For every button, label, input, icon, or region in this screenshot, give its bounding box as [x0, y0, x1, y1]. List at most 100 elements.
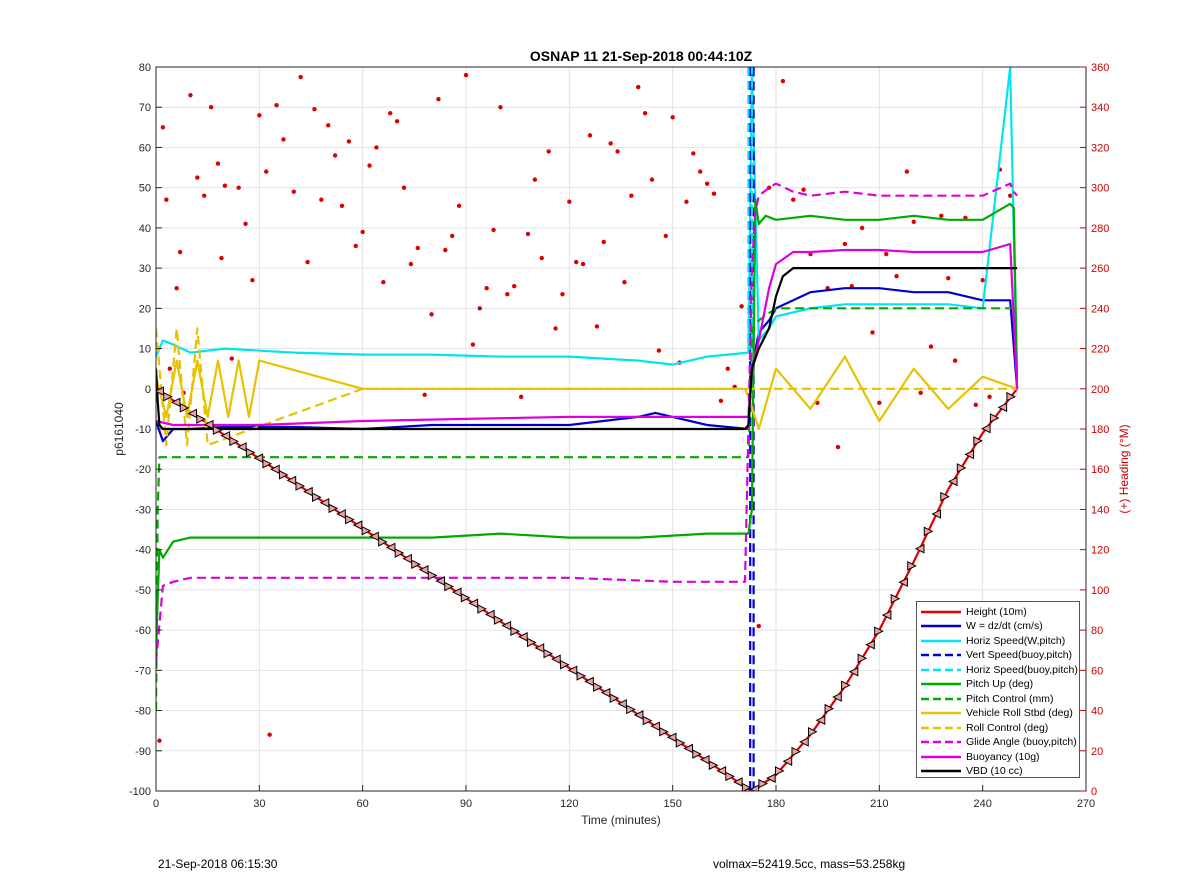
height-marker	[369, 531, 379, 542]
y-tick-label: -30	[135, 504, 151, 516]
height-marker	[526, 637, 537, 648]
y-tick-label: 70	[139, 102, 151, 114]
y2-tick-label: 20	[1091, 746, 1103, 758]
heading-point	[636, 84, 641, 90]
height-marker	[418, 564, 429, 575]
height-marker	[179, 403, 190, 413]
legend-label: Buoyancy (10g)	[966, 750, 1040, 763]
y2-tick-label: 320	[1091, 142, 1109, 154]
heading-point	[842, 241, 848, 247]
height-marker	[857, 653, 868, 664]
y-tick-label: -60	[135, 625, 151, 637]
series-line-4	[747, 67, 753, 350]
height-marker	[708, 760, 719, 771]
height-marker	[824, 703, 835, 714]
heading-point	[264, 169, 269, 174]
heading-point	[463, 72, 469, 78]
y-tick-label: -90	[135, 746, 151, 758]
height-marker	[278, 470, 289, 480]
heading-point	[684, 199, 689, 204]
heading-points	[157, 72, 1013, 743]
heading-point	[711, 191, 717, 196]
heading-point	[928, 344, 934, 349]
height-marker	[303, 486, 313, 497]
legend-swatch	[921, 726, 961, 729]
heading-point	[649, 177, 655, 182]
legend-swatch	[921, 740, 961, 744]
heading-point	[525, 231, 531, 237]
height-marker	[468, 598, 479, 609]
height-marker	[352, 520, 363, 530]
legend-item: Vert Speed(buoy,pitch)	[921, 649, 1072, 662]
height-marker	[914, 543, 925, 554]
y-tick-label: -10	[135, 424, 151, 436]
legend: Height (10m) W = dz/dt (cm/s) Horiz Speed(…	[916, 601, 1080, 778]
height-marker	[212, 425, 223, 436]
legend-swatch	[921, 610, 961, 613]
heading-point	[202, 193, 207, 198]
y2-tick-label: 220	[1091, 344, 1109, 356]
heading-point	[443, 247, 448, 253]
heading-point	[298, 74, 303, 80]
heading-point	[491, 227, 496, 233]
height-marker	[766, 773, 776, 783]
heading-point	[904, 169, 910, 174]
heading-point	[546, 149, 551, 154]
heading-point	[894, 273, 899, 279]
height-marker	[220, 430, 231, 441]
heading-point	[456, 203, 462, 208]
heading-point	[250, 277, 255, 283]
heading-point	[946, 275, 951, 281]
heading-point	[222, 183, 228, 188]
heading-point	[911, 219, 916, 225]
heading-point	[367, 163, 372, 168]
x-tick-label: 0	[153, 798, 159, 810]
height-marker	[378, 537, 388, 547]
legend-swatch	[921, 711, 961, 715]
legend-label: VBD (10 cc)	[966, 765, 1023, 777]
height-marker	[460, 592, 471, 603]
heading-point	[267, 732, 272, 737]
y-tick-label: 50	[139, 183, 151, 195]
height-marker	[741, 782, 752, 791]
y-axis-right: 0 20 40 60 80 100 120 140 160 180 200 220 240 260 280 3…	[1080, 62, 1109, 798]
heading-point	[312, 107, 317, 112]
x-tick-label: 210	[870, 798, 888, 810]
legend-item: Roll Control (deg)	[921, 721, 1048, 734]
heading-point	[518, 394, 524, 400]
y-tick-label: 60	[139, 142, 151, 154]
y-tick-label: -80	[135, 706, 151, 718]
height-marker	[286, 475, 297, 486]
x-tick-label: 180	[767, 798, 785, 810]
y2-tick-label: 40	[1091, 706, 1103, 718]
height-marker	[808, 726, 818, 737]
heading-point	[601, 239, 606, 245]
heading-point	[642, 111, 648, 116]
height-marker	[947, 476, 958, 487]
y-tick-label: -70	[135, 665, 151, 677]
series-line-1	[156, 287, 1019, 443]
height-marker	[477, 604, 487, 614]
legend-label: Pitch Up (deg)	[966, 678, 1034, 690]
y2-tick-label: 340	[1091, 102, 1109, 114]
legend-label: Glide Angle (buoy,pitch)	[966, 736, 1077, 748]
y-tick-label: -100	[129, 786, 151, 798]
height-marker	[666, 732, 677, 743]
height-marker	[336, 509, 346, 519]
series-line-11	[156, 267, 1018, 431]
heading-point	[477, 306, 482, 311]
height-marker	[617, 699, 627, 709]
y2-tick-label: 280	[1091, 223, 1109, 235]
heading-point	[539, 255, 544, 261]
y-tick-label: 40	[139, 223, 151, 235]
height-marker	[898, 577, 908, 588]
legend-swatch	[921, 624, 961, 628]
legend-item: Vehicle Roll Stbd (deg)	[921, 707, 1073, 720]
height-marker	[567, 665, 578, 676]
heading-point	[870, 330, 875, 335]
heading-point	[470, 342, 476, 347]
heading-point	[177, 249, 183, 255]
height-marker	[484, 609, 495, 620]
height-marker	[732, 777, 743, 787]
heading-point	[305, 259, 310, 265]
